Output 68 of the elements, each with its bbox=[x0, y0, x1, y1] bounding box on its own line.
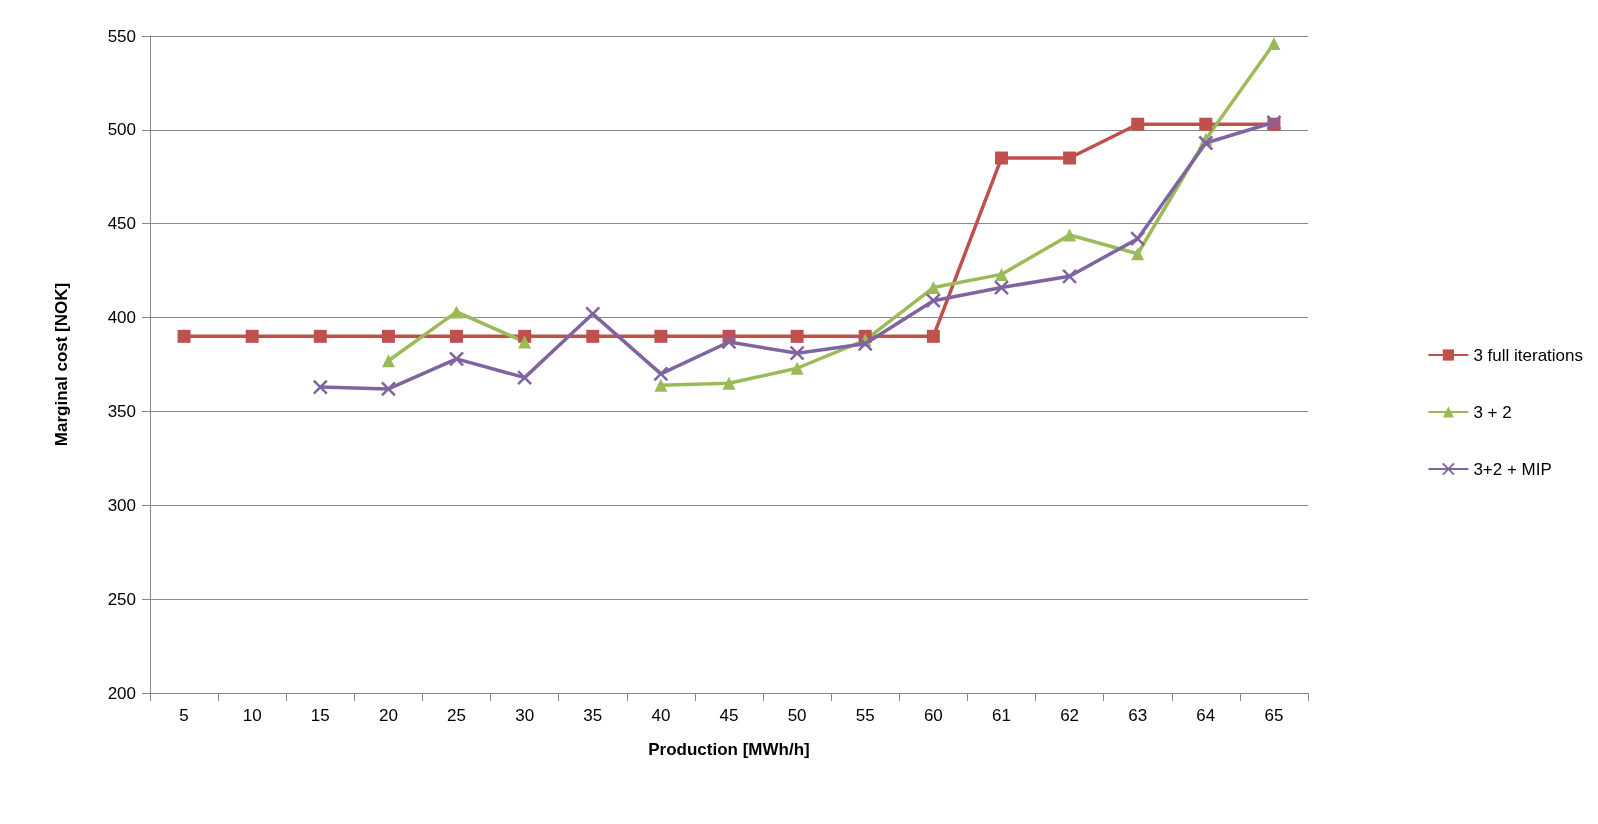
point bbox=[313, 329, 327, 343]
x-tick-label: 65 bbox=[1264, 706, 1284, 725]
point bbox=[177, 329, 191, 343]
y-tick-label: 550 bbox=[107, 26, 136, 46]
point bbox=[925, 292, 942, 309]
point bbox=[1063, 228, 1077, 242]
y-tick-label: 450 bbox=[107, 214, 136, 234]
legend-label: 3 + 2 bbox=[1473, 402, 1512, 422]
point bbox=[450, 305, 464, 319]
x-tick-label: 50 bbox=[787, 706, 807, 725]
x-tick-label: 55 bbox=[855, 706, 875, 725]
point bbox=[722, 376, 736, 390]
legend-label: 3 full iterations bbox=[1473, 345, 1584, 365]
point bbox=[721, 334, 737, 350]
point bbox=[1061, 268, 1078, 285]
point bbox=[994, 151, 1008, 165]
point bbox=[586, 329, 600, 343]
point bbox=[1267, 37, 1281, 51]
x-tick-label: 10 bbox=[242, 706, 262, 725]
x-tick-label: 25 bbox=[447, 706, 466, 725]
y-tick-label: 200 bbox=[107, 683, 136, 703]
x-tick-label: 20 bbox=[378, 706, 398, 725]
point bbox=[448, 351, 465, 367]
y-tick-label: 350 bbox=[107, 401, 136, 421]
x-tick-label: 40 bbox=[651, 706, 671, 725]
point bbox=[654, 378, 668, 392]
x-tick-label: 62 bbox=[1060, 706, 1080, 725]
point bbox=[994, 267, 1008, 281]
point bbox=[1131, 117, 1145, 131]
x-tick-label: 64 bbox=[1196, 706, 1216, 725]
point bbox=[1131, 247, 1145, 261]
legend-label: 3+2 + MIP bbox=[1473, 459, 1552, 479]
y-tick-label: 250 bbox=[107, 589, 136, 609]
x-tick-label: 5 bbox=[179, 706, 189, 725]
point bbox=[585, 306, 601, 322]
y-tick-label: 300 bbox=[107, 495, 136, 515]
point bbox=[857, 336, 873, 352]
point bbox=[245, 329, 259, 343]
point bbox=[789, 345, 805, 361]
point bbox=[380, 381, 397, 397]
point bbox=[790, 361, 804, 375]
x-tick-label: 45 bbox=[719, 706, 739, 725]
point bbox=[1063, 151, 1077, 165]
point bbox=[1199, 117, 1213, 131]
x-tick-label: 63 bbox=[1128, 706, 1148, 725]
point bbox=[1129, 230, 1146, 247]
point bbox=[1198, 135, 1214, 151]
point bbox=[653, 366, 669, 382]
point bbox=[926, 329, 940, 343]
point bbox=[381, 329, 395, 343]
point bbox=[381, 354, 395, 368]
point bbox=[654, 329, 668, 343]
y-axis-title: Marginal cost [NOK] bbox=[52, 282, 71, 447]
point bbox=[450, 329, 464, 343]
y-tick-label: 400 bbox=[107, 308, 136, 328]
x-tick-label: 15 bbox=[310, 706, 330, 725]
x-tick-label: 35 bbox=[583, 706, 603, 725]
point bbox=[518, 335, 532, 349]
point bbox=[993, 279, 1010, 296]
x-axis-title: Production [MWh/h] bbox=[648, 740, 810, 759]
y-tick-label: 500 bbox=[107, 120, 136, 140]
point bbox=[926, 281, 940, 295]
x-tick-label: 61 bbox=[992, 706, 1011, 725]
point bbox=[790, 329, 804, 343]
point bbox=[516, 369, 533, 386]
point bbox=[312, 379, 329, 395]
x-tick-label: 30 bbox=[515, 706, 535, 725]
x-tick-label: 60 bbox=[923, 706, 943, 725]
